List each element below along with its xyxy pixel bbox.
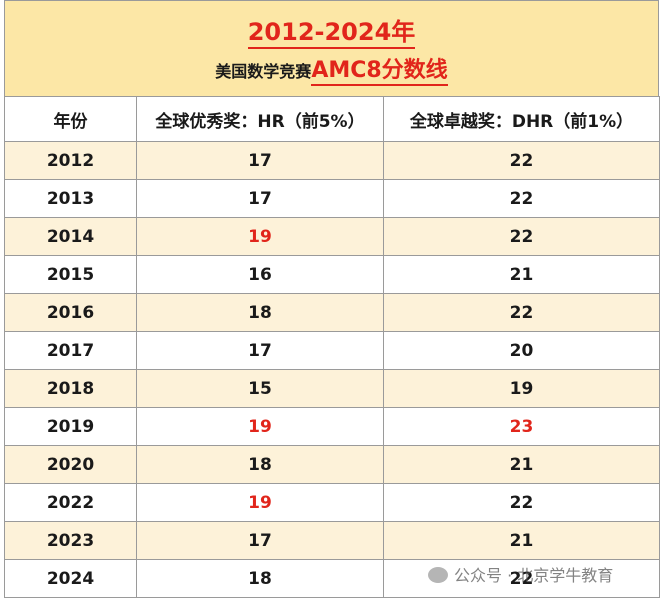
hr-score-cell: 16 <box>136 255 384 294</box>
table-row: 2016 18 22 <box>4 293 660 332</box>
year-cell: 2024 <box>4 559 137 598</box>
dhr-score-cell: 21 <box>383 255 660 294</box>
table-row: 2014 19 22 <box>4 217 660 256</box>
header-dhr: 全球卓越奖：DHR（前1%） <box>383 96 660 142</box>
table-row: 2012 17 22 <box>4 141 660 180</box>
table-row: 2022 19 22 <box>4 483 660 522</box>
hr-score-cell: 18 <box>136 293 384 332</box>
header-hr: 全球优秀奖：HR（前5%） <box>136 96 384 142</box>
year-cell: 2012 <box>4 141 137 180</box>
hr-score-cell: 17 <box>136 141 384 180</box>
hr-score-cell: 19 <box>136 483 384 522</box>
year-cell: 2016 <box>4 293 137 332</box>
dhr-score-cell: 22 <box>383 141 660 180</box>
hr-score-cell: 17 <box>136 179 384 218</box>
header-year: 年份 <box>4 96 137 142</box>
title-banner: 2012-2024年 美国数学竞赛AMC8分数线 <box>4 0 659 96</box>
hr-score-cell: 15 <box>136 369 384 408</box>
hr-score-cell: 18 <box>136 559 384 598</box>
dhr-score-cell: 20 <box>383 331 660 370</box>
year-cell: 2019 <box>4 407 137 446</box>
table-row: 2020 18 21 <box>4 445 660 484</box>
hr-score-cell: 17 <box>136 521 384 560</box>
table-row: 2019 19 23 <box>4 407 660 446</box>
dhr-score-cell: 19 <box>383 369 660 408</box>
dhr-score-cell: 23 <box>383 407 660 446</box>
table-row: 2017 17 20 <box>4 331 660 370</box>
title-main-text: 2012-2024年 <box>247 18 416 49</box>
title-main: 2012-2024年 <box>5 17 658 49</box>
year-cell: 2015 <box>4 255 137 294</box>
title-sub-prefix: 美国数学竞赛 <box>215 62 312 81</box>
year-cell: 2017 <box>4 331 137 370</box>
dhr-score-cell: 22 <box>383 483 660 522</box>
year-cell: 2023 <box>4 521 137 560</box>
dhr-score-cell: 22 <box>383 179 660 218</box>
table-row: 2023 17 21 <box>4 521 660 560</box>
hr-score-cell: 18 <box>136 445 384 484</box>
hr-score-cell: 17 <box>136 331 384 370</box>
table-row: 2015 16 21 <box>4 255 660 294</box>
dhr-score-cell: 21 <box>383 521 660 560</box>
year-cell: 2014 <box>4 217 137 256</box>
table-row: 2018 15 19 <box>4 369 660 408</box>
hr-score-cell: 19 <box>136 407 384 446</box>
title-sub: 美国数学竞赛AMC8分数线 <box>5 57 658 86</box>
table-header-row: 年份 全球优秀奖：HR（前5%） 全球卓越奖：DHR（前1%） <box>4 96 660 142</box>
dhr-score-cell: 21 <box>383 445 660 484</box>
year-cell: 2020 <box>4 445 137 484</box>
year-cell: 2013 <box>4 179 137 218</box>
hr-score-cell: 19 <box>136 217 384 256</box>
dhr-score-cell: 22 <box>383 217 660 256</box>
year-cell: 2018 <box>4 369 137 408</box>
dhr-score-cell: 22 <box>383 293 660 332</box>
watermark-text: 公众号 · 北京学牛教育 <box>454 566 614 585</box>
score-table-card: 2012-2024年 美国数学竞赛AMC8分数线 年份 全球优秀奖：HR（前5%… <box>4 0 660 598</box>
watermark: 公众号 · 北京学牛教育 <box>428 562 613 586</box>
score-table: 年份 全球优秀奖：HR（前5%） 全球卓越奖：DHR（前1%） 2012 17 22… <box>4 96 660 598</box>
wechat-icon <box>428 567 448 583</box>
year-cell: 2022 <box>4 483 137 522</box>
table-row: 2013 17 22 <box>4 179 660 218</box>
title-sub-highlight: AMC8分数线 <box>311 58 448 86</box>
